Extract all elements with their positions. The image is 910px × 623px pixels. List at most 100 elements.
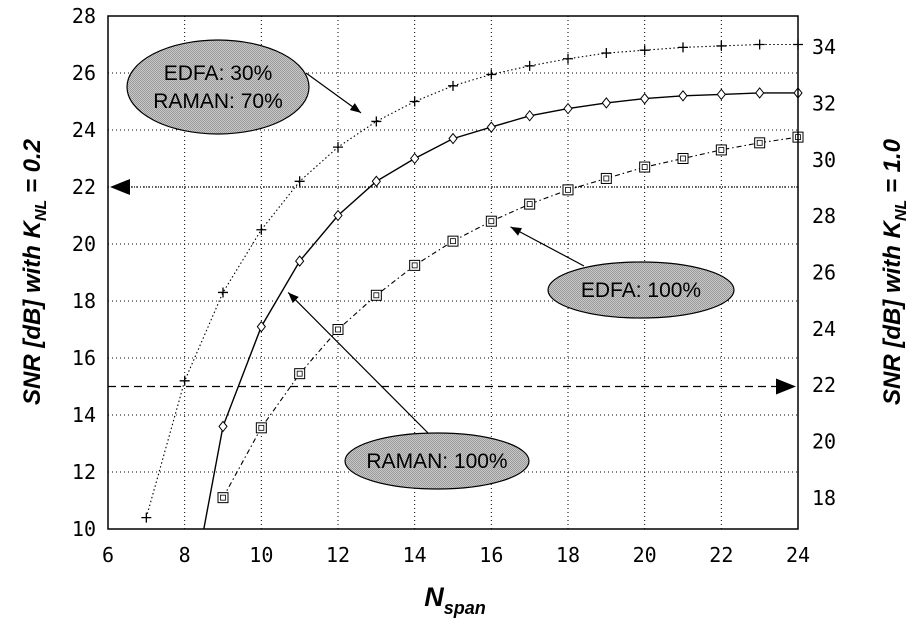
- y-right-tick-label: 34: [812, 35, 836, 59]
- data-point-plus: [218, 287, 228, 298]
- data-point-square: [294, 368, 306, 380]
- y-left-tick-label: 28: [72, 4, 96, 28]
- data-point-plus: [601, 48, 612, 59]
- data-point-diamond: [295, 255, 305, 267]
- y-right-tick-labels: 18 20 22 24 26 28 30 32 34: [812, 35, 836, 510]
- y-right-axis-title: SNR [dB] with KNL = 1.0: [879, 138, 910, 405]
- x-axis-title-sub: span: [444, 598, 486, 618]
- data-point-square: [332, 324, 344, 335]
- data-series: [141, 39, 804, 530]
- series-line-square: [222, 136, 799, 498]
- series-line-plus: [145, 43, 798, 518]
- y-left-tick-label: 14: [72, 403, 96, 427]
- data-point-plus: [179, 375, 190, 386]
- annotation-label: RAMAN: 100%: [366, 450, 507, 473]
- y-right-title-sub: NL: [893, 200, 910, 221]
- data-point-plus: [294, 176, 305, 187]
- data-point-diamond: [563, 102, 573, 115]
- annotation-label: EDFA: 30%: [164, 62, 273, 85]
- data-point-square-inner: [680, 155, 686, 162]
- data-point-plus: [754, 39, 765, 50]
- y-right-title-pre: SNR [dB] with K: [879, 219, 906, 405]
- x-tick-label: 24: [786, 543, 810, 567]
- annotation-bubble: [547, 261, 735, 319]
- data-point-plus: [563, 53, 573, 64]
- annotations: EDFA: 30% RAMAN: 70% EDFA: 100% RAMAN: 100%: [126, 39, 735, 490]
- y-left-title-post: = 0.2: [19, 138, 46, 199]
- data-point-plus: [371, 116, 382, 127]
- x-tick-label: 14: [403, 543, 427, 567]
- data-point-square-inner: [718, 147, 725, 153]
- x-tick-labels: 6 8 10 12 14 16 18 20 22 24: [102, 543, 810, 567]
- annotation-arrow: [510, 226, 585, 267]
- y-right-tick-label: 18: [812, 486, 836, 510]
- plot-frame: [107, 15, 799, 530]
- data-point-plus: [256, 224, 267, 235]
- annotation-label: RAMAN: 70%: [153, 90, 283, 113]
- y-left-tick-label: 16: [72, 346, 96, 370]
- data-point-plus: [333, 142, 343, 153]
- data-point-square-inner: [258, 424, 265, 431]
- data-point-plus: [409, 96, 420, 107]
- y-left-tick-label: 18: [72, 289, 96, 313]
- x-axis-title: Nspan: [424, 582, 486, 618]
- data-point-diamond: [333, 209, 343, 222]
- data-point-plus: [678, 42, 688, 53]
- data-point-square-inner: [641, 164, 648, 170]
- y-right-title-post: = 1.0: [879, 138, 906, 199]
- y-left-tick-label: 20: [72, 232, 96, 256]
- data-point-square-inner: [603, 175, 610, 182]
- data-point-square: [255, 422, 267, 434]
- y-right-tick-label: 26: [812, 261, 836, 285]
- y-left-title-sub: NL: [33, 200, 50, 221]
- data-point-square: [562, 184, 574, 196]
- x-tick-label: 10: [249, 543, 273, 567]
- data-point-diamond: [640, 92, 650, 105]
- data-point-square-inner: [565, 186, 571, 193]
- y-left-tick-labels: 10 12 14 16 18 20 22 24 26 28: [72, 4, 96, 541]
- y-left-tick-label: 10: [72, 517, 96, 541]
- annotation-label: EDFA: 100%: [581, 279, 701, 302]
- x-tick-label: 6: [102, 543, 114, 567]
- data-point-plus: [141, 512, 152, 523]
- y-right-tick-label: 24: [812, 317, 836, 341]
- data-point-square: [370, 289, 382, 301]
- data-point-diamond: [256, 320, 266, 333]
- annotation-bubble: [344, 432, 530, 490]
- data-point-diamond: [755, 87, 765, 99]
- annotation-arrow: [287, 292, 434, 439]
- data-point-diamond: [486, 121, 496, 133]
- data-point-diamond: [410, 152, 420, 165]
- data-point-diamond: [601, 97, 611, 109]
- data-point-square-inner: [450, 238, 456, 245]
- y-right-tick-label: 28: [812, 204, 836, 228]
- y-right-tick-label: 32: [812, 91, 836, 115]
- data-point-square: [754, 137, 766, 149]
- y-left-tick-label: 12: [72, 460, 96, 484]
- data-point-square-inner: [488, 218, 495, 225]
- y-right-tick-label: 30: [812, 148, 836, 172]
- x-tick-label: 18: [556, 543, 580, 567]
- reference-lines: [108, 179, 798, 395]
- data-point-plus: [486, 69, 497, 80]
- annotation-arrow: [305, 72, 362, 114]
- data-point-square: [485, 215, 497, 227]
- data-point-square-inner: [756, 139, 763, 146]
- y-left-axis-title: SNR [dB] with KNL = 0.2: [19, 138, 50, 405]
- data-point-square: [600, 172, 612, 184]
- data-point-square: [217, 492, 229, 504]
- data-point-square: [715, 144, 727, 156]
- data-point-square: [524, 198, 536, 210]
- annotation-bubble: [126, 39, 310, 135]
- data-point-square: [677, 153, 689, 164]
- data-point-square-inner: [220, 494, 226, 501]
- y-right-tick-label: 22: [812, 373, 836, 397]
- data-point-square: [447, 235, 459, 247]
- data-point-square-inner: [526, 201, 533, 208]
- y-left-title-pre: SNR [dB] with K: [19, 219, 46, 405]
- y-right-tick-label: 20: [812, 430, 836, 454]
- y-left-tick-label: 26: [72, 61, 96, 85]
- data-point-diamond: [678, 89, 688, 102]
- data-point-diamond: [371, 175, 381, 188]
